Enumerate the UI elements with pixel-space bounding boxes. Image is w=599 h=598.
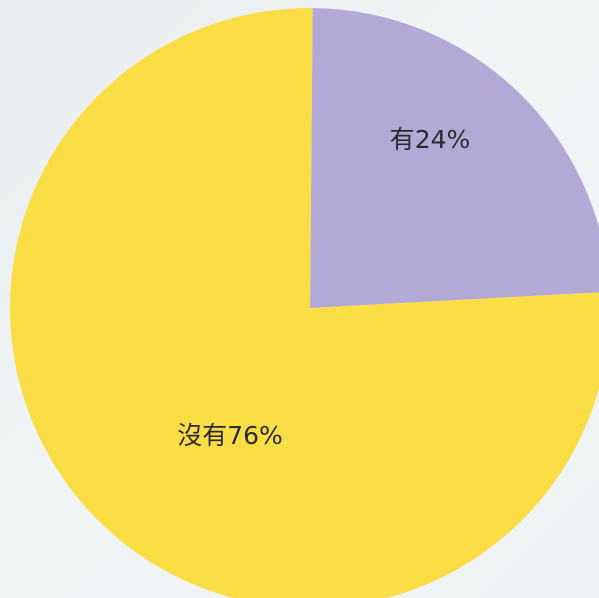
pie-slice-label-0: 有24% (390, 125, 471, 154)
pie-slice-0 (310, 8, 599, 308)
pie-labels: 有24% 沒有76% (177, 125, 470, 450)
pie-slice-label-1: 沒有76% (177, 421, 283, 450)
pie-slices (10, 8, 599, 598)
pie-slice-1 (10, 8, 599, 598)
